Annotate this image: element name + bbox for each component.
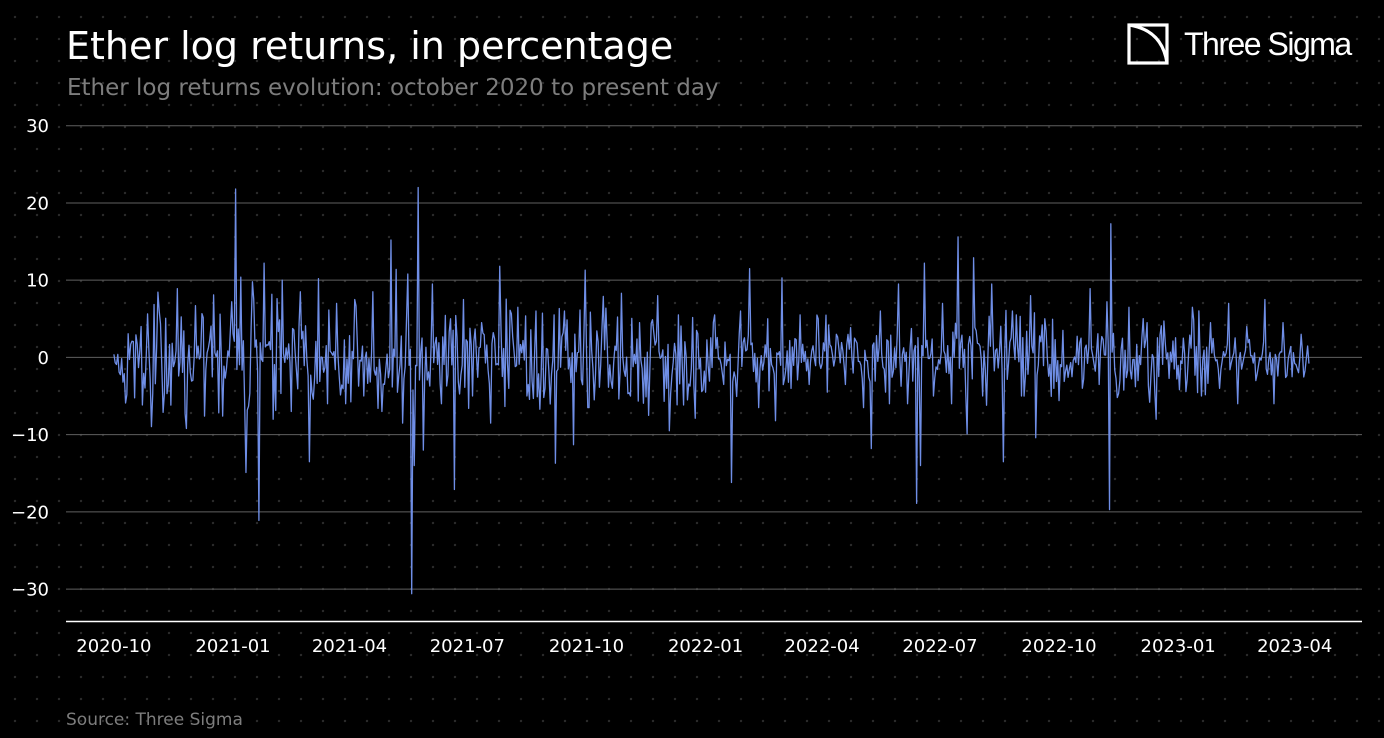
x-tick-label: 2021-10 xyxy=(549,636,624,657)
series-line xyxy=(113,186,1310,595)
y-axis-tick-labels: 30 20 10 0 −10 −20 −30 xyxy=(11,116,49,600)
y-tick-label: 0 xyxy=(38,348,49,369)
x-tick-label: 2021-01 xyxy=(195,636,270,657)
y-tick-label: 30 xyxy=(26,116,49,137)
x-tick-label: 2023-04 xyxy=(1257,636,1332,657)
y-tick-label: −30 xyxy=(11,580,49,601)
brand: Three Sigma xyxy=(1126,22,1366,68)
x-tick-label: 2021-04 xyxy=(312,636,387,657)
x-tick-label: 2022-10 xyxy=(1021,636,1096,657)
x-tick-label: 2020-10 xyxy=(76,636,151,657)
source-note: Source: Three Sigma xyxy=(66,710,243,730)
y-tick-label: 20 xyxy=(26,193,49,214)
chart-title: Ether log returns, in percentage xyxy=(66,24,674,68)
x-tick-label: 2022-07 xyxy=(902,636,977,657)
x-tick-label: 2022-04 xyxy=(784,636,859,657)
x-tick-label: 2023-01 xyxy=(1141,636,1216,657)
y-tick-label: 10 xyxy=(26,271,49,292)
chart-subtitle: Ether log returns evolution: october 202… xyxy=(67,75,719,101)
x-axis-tick-labels: 2020-10 2021-01 2021-04 2021-07 2021-10 2022-… xyxy=(76,636,1332,657)
brand-name: Three Sigma xyxy=(1184,26,1352,62)
y-tick-label: −20 xyxy=(11,502,49,523)
x-tick-label: 2022-01 xyxy=(668,636,743,657)
x-tick-label: 2021-07 xyxy=(430,636,505,657)
three-sigma-logo-icon xyxy=(1127,23,1169,65)
y-tick-label: −10 xyxy=(11,425,49,446)
